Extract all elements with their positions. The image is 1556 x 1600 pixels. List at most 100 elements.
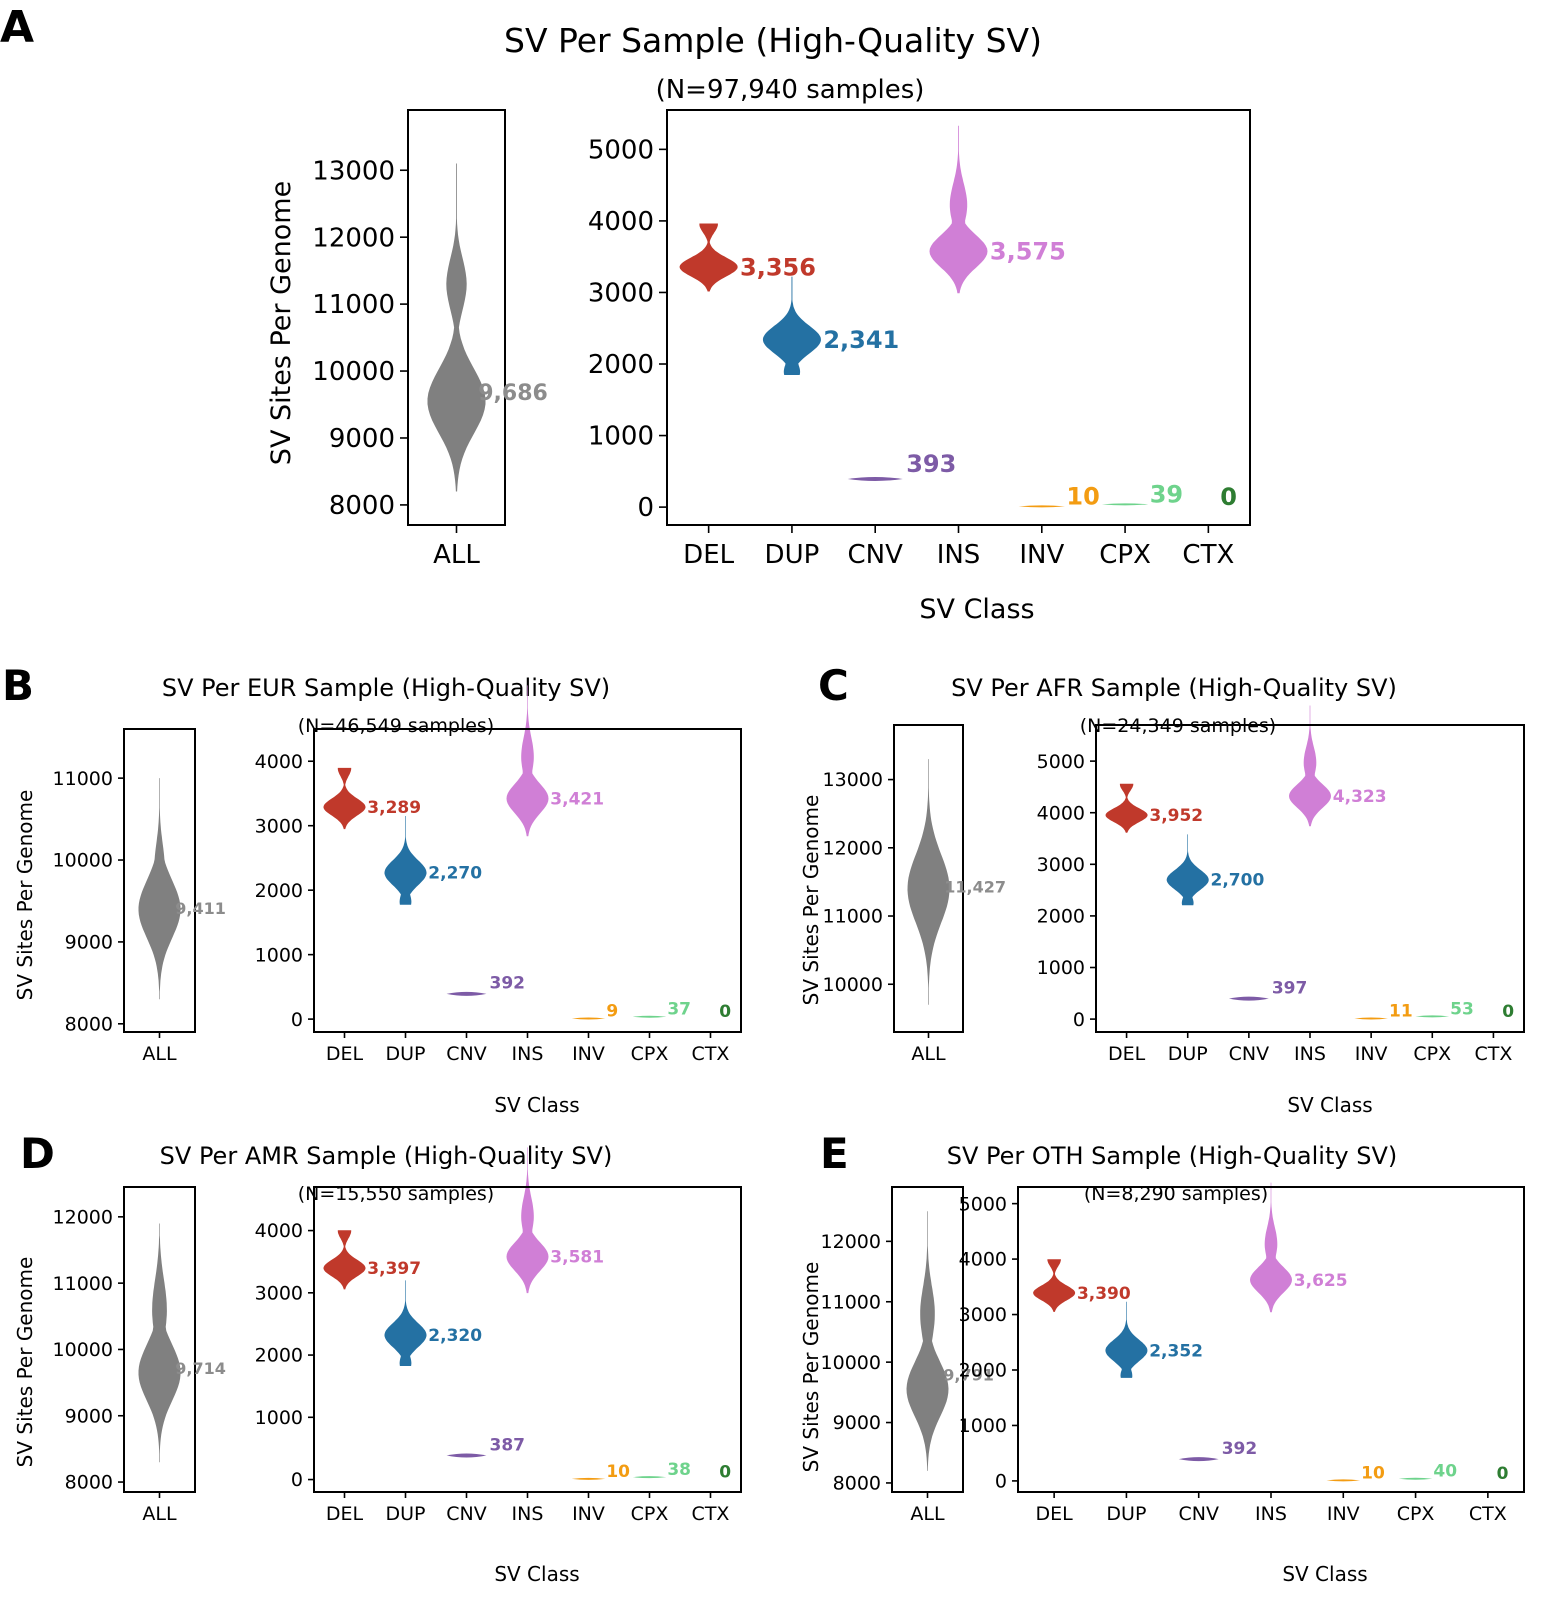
panel-d-ytick-label: 2000 <box>255 1345 303 1367</box>
panel-a-all-value-label: 9,686 <box>478 381 548 406</box>
panel-d-xtick-label-del: DEL <box>326 1503 364 1525</box>
panel-b-all-plot: 8000 9000 10000 11000 ALL 9,411 <box>53 728 226 1065</box>
panel-c-all-ytick-label: 13000 <box>823 769 883 791</box>
panel-d-xtick-label-dup: DUP <box>386 1503 426 1525</box>
panel-a-title: SV Per Sample (High-Quality SV) <box>504 21 1042 60</box>
panel-e-class-frame <box>1017 1186 1525 1493</box>
panel-a-ytick-label: 4000 <box>588 207 654 237</box>
panel-a-all-ytick-label: 9000 <box>329 424 395 454</box>
panel-b-xtick-label-ins: INS <box>512 1043 544 1065</box>
panel-b-value-label-dup: 2,270 <box>428 864 482 884</box>
panel-b-all-ytick-label: 9000 <box>65 932 113 954</box>
panel-e-violin-inv <box>1326 1479 1361 1482</box>
panel-d-violin-ins <box>506 1147 549 1294</box>
panel-a-violin-all <box>427 163 486 492</box>
panel-b-violin-inv <box>571 1017 606 1020</box>
panel-letter-a: A <box>0 2 34 53</box>
panel-e-ytick-label: 4000 <box>959 1249 1007 1271</box>
panel-b-class-plot: DEL 3,289 DUP 2,270 CNV 392 INS 3,421 INV 9 CPX 37 C… <box>255 685 742 1065</box>
panel-e-ytick-label: 2000 <box>959 1360 1007 1382</box>
panel-c-xtick-label-cnv: CNV <box>1229 1043 1269 1065</box>
panel-d-ylabel: SV Sites Per Genome <box>13 1257 37 1468</box>
panel-a-violin-inv <box>1018 505 1065 508</box>
panel-e-all-ytick-label: 12000 <box>821 1231 881 1253</box>
panel-e-value-label-inv: 10 <box>1361 1463 1385 1483</box>
panel-b-xtick-label-dup: DUP <box>386 1043 426 1065</box>
panel-b-value-label-inv: 9 <box>606 1002 618 1022</box>
panel-b-ytick-label: 4000 <box>255 751 303 773</box>
panel-b-value-label-ctx: 0 <box>719 1002 731 1022</box>
panel-e-value-label-del: 3,390 <box>1077 1284 1131 1304</box>
panel-e-value-label-ins: 3,625 <box>1294 1271 1348 1291</box>
panel-d: D SV Per AMR Sample (High-Quality SV) (N… <box>13 1129 742 1586</box>
panel-a-value-label-cnv: 393 <box>906 450 956 478</box>
panel-b: B SV Per EUR Sample (High-Quality SV) (N… <box>2 661 742 1117</box>
panel-e: E SV Per OTH Sample (High-Quality SV) (N… <box>799 1129 1525 1586</box>
panel-d-ytick-label: 4000 <box>255 1220 303 1242</box>
panel-c-xtick-label-ins: INS <box>1294 1043 1326 1065</box>
panel-c-xtick-label-ctx: CTX <box>1474 1043 1512 1065</box>
panel-c-all-plot: 10000 11000 12000 13000 ALL 11,427 <box>823 724 1006 1065</box>
panel-c-ytick-label: 5000 <box>1037 751 1085 773</box>
panel-b-xtick-label-ctx: CTX <box>692 1043 730 1065</box>
panel-e-title: SV Per OTH Sample (High-Quality SV) <box>947 1142 1397 1170</box>
panel-letter-d: D <box>20 1129 55 1178</box>
panel-e-value-label-dup: 2,352 <box>1149 1341 1203 1361</box>
panel-d-xlabel: SV Class <box>494 1562 579 1586</box>
panel-a-xtick-label-cnv: CNV <box>848 540 904 570</box>
panel-b-all-ytick-label: 10000 <box>53 850 113 872</box>
panel-d-value-label-cnv: 387 <box>490 1435 526 1455</box>
panel-c-ytick-label: 2000 <box>1037 906 1085 928</box>
panel-e-ylabel: SV Sites Per Genome <box>799 1262 823 1473</box>
panel-letter-b: B <box>2 661 34 710</box>
panel-c-xtick-label-del: DEL <box>1108 1043 1146 1065</box>
panel-a-value-label-ctx: 0 <box>1220 483 1237 511</box>
panel-d-class-plot: DEL 3,397 DUP 2,320 CNV 387 INS 3,581 INV 10 CPX 38… <box>255 1147 742 1525</box>
panel-c-class-frame <box>1095 724 1525 1033</box>
panel-c-violin-inv <box>1354 1017 1388 1020</box>
panel-c: C SV Per AFR Sample (High-Quality SV) (N… <box>799 661 1525 1117</box>
panel-c-ylabel: SV Sites Per Genome <box>799 795 823 1006</box>
panel-d-xtick-label-cpx: CPX <box>631 1503 669 1525</box>
panel-c-value-label-del: 3,952 <box>1149 806 1203 826</box>
panel-d-all-plot: 8000 9000 10000 11000 12000 ALL 9,714 <box>53 1186 226 1525</box>
panel-d-violin-inv <box>571 1477 606 1480</box>
panel-e-all-plot: 8000 9000 10000 11000 12000 ALL 9,791 <box>821 1186 994 1525</box>
panel-c-all-ytick-label: 11000 <box>823 906 883 928</box>
panel-d-value-label-cpx: 38 <box>667 1460 691 1480</box>
panel-a-violin-del <box>679 223 738 292</box>
panel-d-title: SV Per AMR Sample (High-Quality SV) <box>160 1142 613 1170</box>
panel-d-value-label-ins: 3,581 <box>550 1248 604 1268</box>
panel-e-xtick-label-inv: INV <box>1327 1503 1360 1525</box>
panel-b-all-ytick-label: 8000 <box>65 1013 113 1035</box>
panel-b-xlabel: SV Class <box>494 1093 579 1117</box>
panel-c-violin-all <box>907 759 950 1005</box>
panel-d-value-label-inv: 10 <box>606 1462 630 1482</box>
panel-b-violin-all <box>138 778 181 1000</box>
panel-b-violin-ins <box>506 685 549 837</box>
panel-c-value-label-cpx: 53 <box>1450 999 1474 1019</box>
panel-c-all-xtick-label: ALL <box>911 1043 946 1065</box>
panel-e-xtick-label-ctx: CTX <box>1469 1503 1507 1525</box>
panel-a-ytick-label: 1000 <box>588 422 654 452</box>
panel-a-violin-cpx <box>1101 503 1149 506</box>
panel-letter-e: E <box>820 1129 849 1178</box>
panel-b-class-frame <box>313 728 742 1033</box>
panel-c-all-ytick-label: 10000 <box>823 974 883 996</box>
panel-c-violin-cpx <box>1415 1015 1450 1018</box>
panel-c-value-label-dup: 2,700 <box>1211 871 1265 891</box>
panel-a-xtick-label-ins: INS <box>937 540 981 570</box>
panel-e-violin-dup <box>1105 1301 1148 1378</box>
panel-c-value-label-ctx: 0 <box>1502 1002 1514 1022</box>
panel-b-ytick-label: 2000 <box>255 880 303 902</box>
panel-d-xtick-label-inv: INV <box>572 1503 605 1525</box>
panel-d-xtick-label-cnv: CNV <box>446 1503 486 1525</box>
panel-e-ytick-label: 5000 <box>959 1193 1007 1215</box>
panel-a-violin-dup <box>762 276 821 375</box>
panel-d-all-ytick-label: 8000 <box>65 1472 113 1494</box>
panel-e-ytick-label: 3000 <box>959 1304 1007 1326</box>
panel-b-xtick-label-del: DEL <box>326 1043 364 1065</box>
panel-b-violin-cnv <box>446 991 487 996</box>
